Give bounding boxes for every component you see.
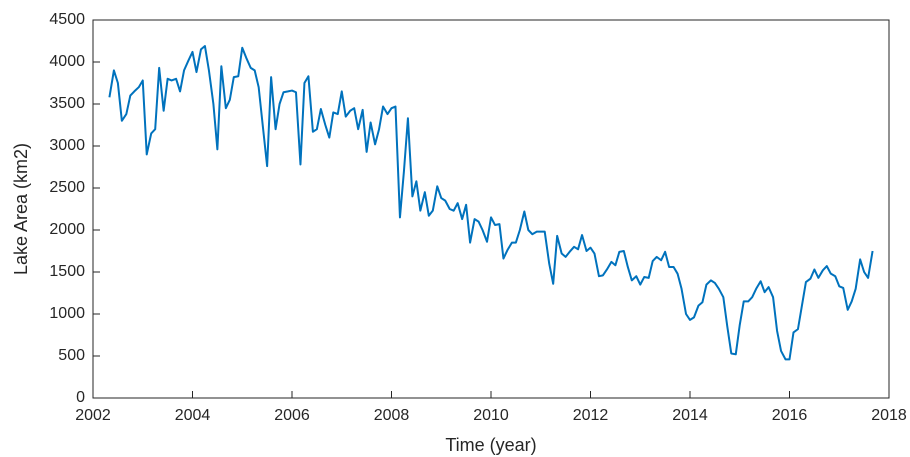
x-tick-label: 2012 (573, 407, 609, 424)
y-tick-label: 2500 (49, 179, 85, 196)
y-tick-label: 3000 (49, 137, 85, 154)
y-tick-label: 4000 (49, 53, 85, 70)
y-axis-label: Lake Area (km2) (11, 143, 31, 275)
x-tick-label: 2004 (175, 407, 211, 424)
y-tick-label: 1000 (49, 305, 85, 322)
y-tick-label: 2000 (49, 221, 85, 238)
x-tick-label: 2010 (473, 407, 509, 424)
x-tick-label: 2006 (274, 407, 310, 424)
x-tick-label: 2008 (374, 407, 410, 424)
data-line (108, 45, 874, 361)
x-tick-label: 2016 (772, 407, 808, 424)
y-tick-label: 500 (58, 347, 85, 364)
y-tick-label: 3500 (49, 95, 85, 112)
x-tick-label: 2014 (672, 407, 708, 424)
y-tick-label: 4500 (49, 11, 85, 28)
y-tick-label: 0 (76, 389, 85, 406)
plot-frame (92, 19, 890, 399)
x-tick-label: 2002 (75, 407, 111, 424)
x-tick-label: 2018 (871, 407, 907, 424)
y-tick-label: 1500 (49, 263, 85, 280)
x-axis-label: Time (year) (445, 435, 536, 455)
